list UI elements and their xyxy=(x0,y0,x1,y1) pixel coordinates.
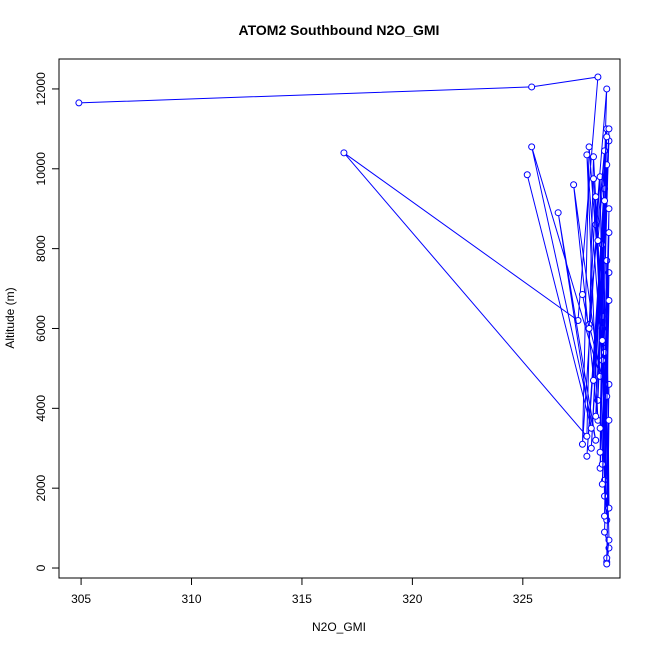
data-point xyxy=(594,73,602,81)
data-point xyxy=(75,99,83,107)
data-point xyxy=(598,356,606,364)
data-point xyxy=(583,151,591,159)
data-point xyxy=(592,193,600,201)
x-tick-label: 310 xyxy=(182,592,202,606)
data-point xyxy=(601,528,609,536)
data-point xyxy=(340,149,348,157)
data-point xyxy=(589,175,597,183)
data-point xyxy=(605,125,613,133)
y-tick-label: 0 xyxy=(34,564,48,571)
data-point xyxy=(603,257,611,265)
x-tick-label: 315 xyxy=(292,592,312,606)
y-axis-label: Altitude (m) xyxy=(3,287,17,348)
data-point xyxy=(598,480,606,488)
x-axis: 305 310 315 320 325 xyxy=(71,577,533,606)
data-point xyxy=(585,324,593,332)
data-point xyxy=(523,171,531,179)
data-point xyxy=(603,560,611,568)
data-point xyxy=(528,143,536,151)
data-point xyxy=(583,432,591,440)
data-point xyxy=(592,436,600,444)
data-point xyxy=(603,85,611,93)
data-point xyxy=(601,197,609,205)
data-point xyxy=(587,424,595,432)
data-point xyxy=(578,291,586,299)
data-point xyxy=(605,205,613,213)
x-tick-label: 320 xyxy=(402,592,422,606)
data-point xyxy=(596,448,604,456)
data-point xyxy=(578,440,586,448)
plot-frame xyxy=(58,58,621,579)
x-tick-label: 325 xyxy=(513,592,533,606)
y-tick-label: 8000 xyxy=(34,235,48,262)
plot-area xyxy=(58,58,621,579)
data-point xyxy=(592,412,600,420)
series-layer xyxy=(75,73,613,568)
x-tick-label: 305 xyxy=(71,592,91,606)
data-point xyxy=(605,416,613,424)
series-2 xyxy=(578,133,613,568)
chart-title: ATOM2 Southbound N2O_GMI xyxy=(239,22,440,38)
data-point xyxy=(589,376,597,384)
data-point xyxy=(603,133,611,141)
x-axis-label: N2O_GMI xyxy=(312,620,366,634)
data-point xyxy=(605,504,613,512)
data-point xyxy=(589,153,597,161)
data-point xyxy=(554,209,562,217)
y-tick-label: 12000 xyxy=(34,72,48,106)
data-point xyxy=(528,83,536,91)
y-tick-label: 6000 xyxy=(34,315,48,342)
data-point xyxy=(605,229,613,237)
y-axis: 0 2000 4000 6000 8000 10000 12000 xyxy=(34,72,60,571)
data-point xyxy=(598,336,606,344)
data-point xyxy=(587,444,595,452)
data-point xyxy=(594,237,602,245)
y-tick-label: 4000 xyxy=(34,395,48,422)
data-point xyxy=(583,452,591,460)
data-point xyxy=(596,424,604,432)
y-tick-label: 2000 xyxy=(34,475,48,502)
y-tick-label: 10000 xyxy=(34,152,48,186)
data-point xyxy=(601,512,609,520)
data-point xyxy=(605,297,613,305)
data-point xyxy=(601,147,609,155)
data-point xyxy=(570,181,578,189)
data-point xyxy=(585,143,593,151)
